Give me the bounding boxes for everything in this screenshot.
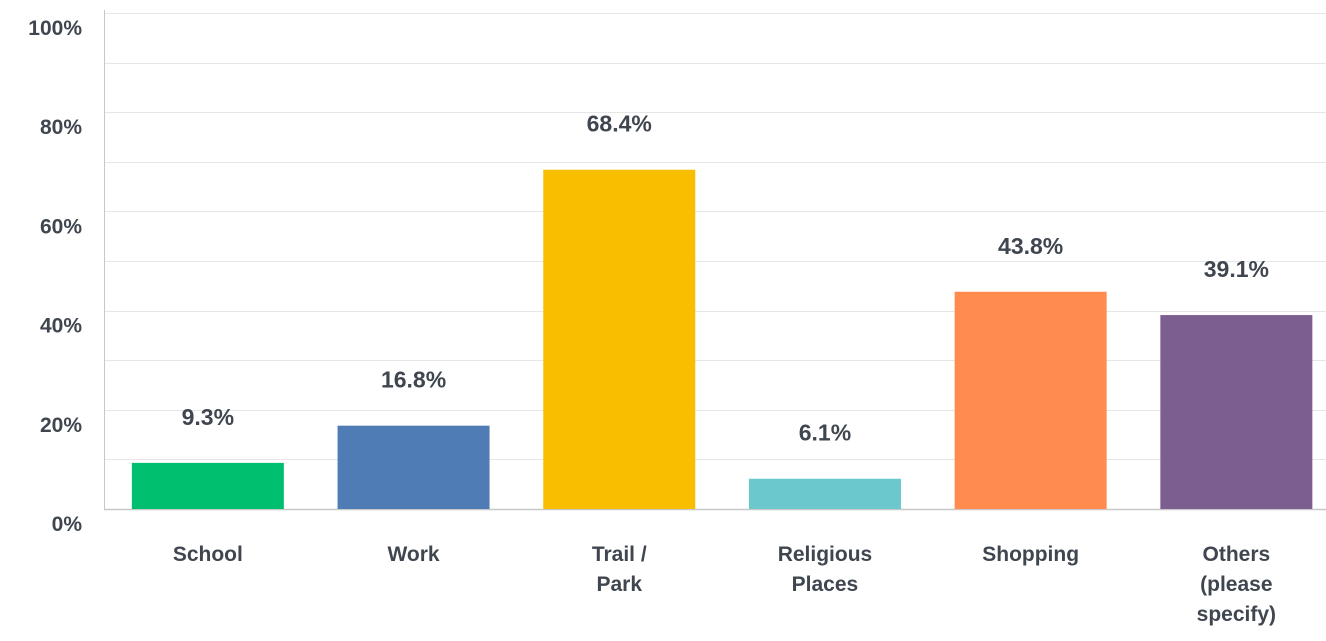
data-label: 68.4% — [587, 111, 652, 137]
category-label: Trail / Park — [592, 543, 647, 596]
bar — [954, 291, 1107, 509]
category-label: School — [173, 543, 243, 566]
y-tick-label: 20% — [40, 414, 82, 437]
data-label: 39.1% — [1204, 256, 1269, 282]
y-tick-label: 60% — [40, 215, 82, 238]
bar — [131, 462, 284, 509]
bars — [131, 169, 1313, 509]
category-labels: School Work Trail / Park Religious Places Shop… — [173, 543, 1276, 626]
category-label: Shopping — [982, 543, 1079, 566]
bar — [1160, 315, 1313, 509]
bar — [748, 478, 901, 509]
category-label: Others (please specify) — [1197, 543, 1276, 626]
y-tick-label: 80% — [40, 116, 82, 139]
data-label: 6.1% — [799, 420, 851, 446]
category-label: Religious Places — [778, 543, 873, 596]
y-tick-label: 40% — [40, 315, 82, 338]
data-label: 16.8% — [381, 367, 446, 393]
data-labels: 9.3% 16.8% 68.4% 6.1% 43.8% 39.1% — [182, 111, 1269, 446]
y-tick-label: 100% — [28, 17, 82, 40]
bar — [337, 425, 490, 509]
y-axis-tick-labels: 0% 20% 40% 60% 80% 100% — [28, 17, 82, 536]
data-label: 9.3% — [182, 404, 234, 430]
axes — [104, 10, 1326, 511]
gridlines — [104, 13, 1326, 460]
y-tick-label: 0% — [52, 513, 83, 536]
category-label: Work — [387, 543, 439, 566]
bar — [543, 169, 696, 509]
data-label: 43.8% — [998, 233, 1063, 259]
